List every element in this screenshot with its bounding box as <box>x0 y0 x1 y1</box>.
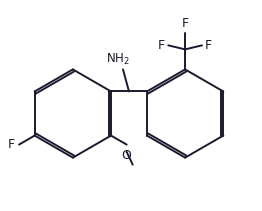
Text: NH$_2$: NH$_2$ <box>106 51 130 67</box>
Text: F: F <box>8 138 15 151</box>
Text: F: F <box>205 39 212 52</box>
Text: F: F <box>182 17 189 30</box>
Text: O: O <box>122 149 132 162</box>
Text: F: F <box>158 39 165 52</box>
